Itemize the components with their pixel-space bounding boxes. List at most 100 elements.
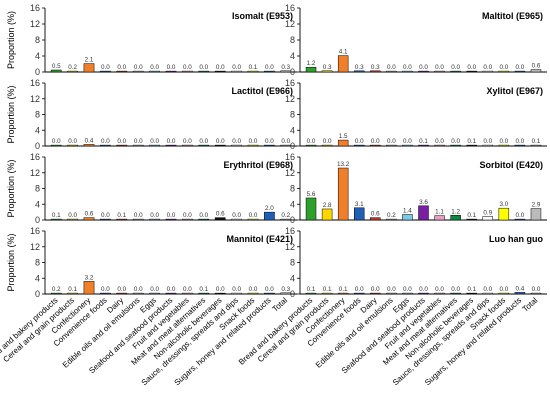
panel-1-bar xyxy=(264,70,275,73)
panel-3-value-label: 0.0 xyxy=(183,138,192,145)
panel-4-value-label: 0.0 xyxy=(307,138,316,145)
panel-5-bar xyxy=(83,217,95,221)
panel-1-y-label: Proportion (%) xyxy=(6,11,16,69)
panel-5-ytick-label: 4 xyxy=(35,199,40,209)
panel-4-ytick-label: 8 xyxy=(290,110,295,120)
panel-4-bar xyxy=(466,144,477,147)
panel-7-value-label: 0.0 xyxy=(134,286,143,293)
panel-3-bar xyxy=(83,144,95,147)
panel-8-bar xyxy=(354,292,365,295)
panel-4-bar xyxy=(514,144,526,147)
panel-8-value-label: 0.0 xyxy=(532,286,541,293)
panel-8-value-label: 0.0 xyxy=(483,286,492,293)
panel-1-bar xyxy=(280,70,292,73)
panel-8-value-label: 0.1 xyxy=(307,286,316,293)
panel-5-value-label: 0.0 xyxy=(249,212,258,219)
panel-3-bar xyxy=(116,144,128,147)
panel-7-bar xyxy=(149,292,160,295)
panel-1-value-label: 0.3 xyxy=(281,64,290,71)
panel-8-title: Luo han guo xyxy=(489,234,543,244)
panel-5-ytick-label: 12 xyxy=(30,168,40,178)
panel-5-value-label: 0.2 xyxy=(281,212,290,219)
panel-6-ytick-label: 4 xyxy=(290,199,295,209)
panel-1-bar xyxy=(231,70,242,73)
panel-4-ytick-label: 16 xyxy=(285,78,295,88)
panel-3-ytick-label: 16 xyxy=(30,78,40,88)
panel-3-y-label: Proportion (%) xyxy=(6,85,16,143)
panel-6-value-label: 13.2 xyxy=(337,161,350,168)
panel-2-value-label: 0.0 xyxy=(403,64,412,71)
panel-5-bar xyxy=(198,218,210,221)
panel-7-bar xyxy=(100,292,111,295)
panel-8-ytick-label: 12 xyxy=(285,242,295,252)
panel-4-value-label: 0.0 xyxy=(435,138,444,145)
panel-8-value-label: 0.0 xyxy=(451,286,460,293)
panel-4-value-label: 0.0 xyxy=(371,138,380,145)
panel-1-bar xyxy=(67,70,78,73)
panel-2-value-label: 0.3 xyxy=(323,64,332,71)
panel-5-value-label: 0.0 xyxy=(183,212,192,219)
panel-2-value-label: 0.0 xyxy=(387,64,396,71)
panel-5-value-label: 2.0 xyxy=(265,205,274,212)
panel-5-value-label: 0.0 xyxy=(232,212,241,219)
panel-2-value-label: 0.0 xyxy=(419,64,428,71)
panel-8-bar xyxy=(530,292,542,295)
panel-7-bar xyxy=(231,292,242,295)
panel-2-bar xyxy=(530,69,542,73)
panel-3-bar xyxy=(50,144,62,147)
panel-4-value-label: 0.0 xyxy=(403,138,412,145)
panel-1-bar xyxy=(100,70,111,73)
panel-7-bar xyxy=(50,292,62,295)
panel-8-bar xyxy=(402,292,413,295)
panel-1-value-label: 0.0 xyxy=(183,64,192,71)
panel-8-bar xyxy=(482,292,493,295)
panel-7-ytick-label: 8 xyxy=(35,258,40,268)
panel-8-value-label: 0.0 xyxy=(435,286,444,293)
panel-2-value-label: 4.1 xyxy=(339,49,348,56)
panel-2-bar xyxy=(450,70,461,73)
panel-6-bar xyxy=(434,215,445,221)
panel-5-ytick-label: 8 xyxy=(35,184,40,194)
panel-3-value-label: 0.0 xyxy=(232,138,241,145)
panel-3-ytick-label: 8 xyxy=(35,110,40,120)
panel-6-bar xyxy=(466,218,477,221)
panel-2-value-label: 0.0 xyxy=(499,64,508,71)
panel-8-value-label: 0.0 xyxy=(387,286,396,293)
panel-8-bar xyxy=(450,292,461,295)
panel-5-bar xyxy=(182,218,193,221)
panel-6-bar xyxy=(354,207,365,221)
panel-7-ytick-label: 4 xyxy=(35,273,40,283)
panel-3-title: Lactitol (E966) xyxy=(231,86,293,96)
panel-4-ytick-label: 0 xyxy=(290,141,295,151)
panel-5-ytick-label: 0 xyxy=(35,215,40,225)
panel-5-bar xyxy=(231,218,242,221)
panel-3-value-label: 0.0 xyxy=(117,138,126,145)
panel-5-bar xyxy=(264,211,275,221)
panel-6-bar xyxy=(321,208,333,221)
panel-1-bar xyxy=(165,70,177,73)
panel-5-value-label: 0.1 xyxy=(52,212,61,219)
panel-6-ytick-label: 16 xyxy=(285,152,295,162)
panel-4-value-label: 0.0 xyxy=(499,138,508,145)
panel-2-bar xyxy=(482,70,493,73)
panel-3-value-label: 0.0 xyxy=(68,138,77,145)
panel-5-value-label: 0.0 xyxy=(101,212,110,219)
panel-5-bar xyxy=(280,218,292,221)
panel-7-bar xyxy=(132,292,144,295)
panel-1-bar xyxy=(149,70,160,73)
panel-1-value-label: 0.0 xyxy=(150,64,159,71)
panel-2-bar xyxy=(337,55,349,73)
panel-3-bar xyxy=(247,144,259,147)
panel-5-value-label: 0.0 xyxy=(167,212,176,219)
panel-8-bar xyxy=(386,292,397,295)
panel-5-bar xyxy=(247,218,259,221)
panel-7-title: Mannitol (E421) xyxy=(226,234,293,244)
panel-2-bar xyxy=(305,66,317,73)
panel-7-value-label: 0.0 xyxy=(232,286,241,293)
panel-5-y-label: Proportion (%) xyxy=(6,159,16,217)
panel-4-bar xyxy=(402,144,413,147)
panel-6-ytick-label: 0 xyxy=(290,215,295,225)
panel-2-bar xyxy=(321,70,333,73)
panel-3-bar xyxy=(67,144,78,147)
panel-3-bar xyxy=(280,144,292,147)
